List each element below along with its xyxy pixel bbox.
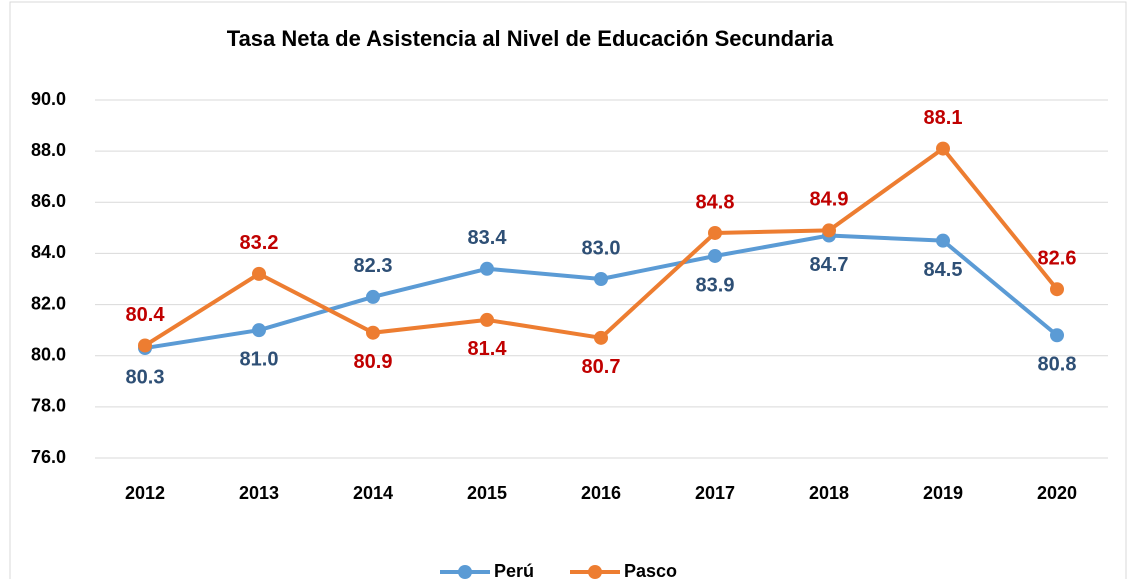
x-tick-label: 2018 [809,483,849,503]
x-tick-label: 2012 [125,483,165,503]
y-tick-label: 84.0 [31,242,66,262]
data-label: 88.1 [924,107,963,129]
data-point [594,330,608,345]
data-point [366,325,380,340]
data-point [708,248,722,263]
legend-marker [588,565,602,579]
chart-border [9,1,1127,579]
y-tick-label: 82.0 [31,293,66,313]
y-tick-label: 76.0 [31,447,66,467]
x-tick-label: 2014 [353,483,393,503]
data-label: 83.4 [468,227,508,249]
legend-marker [458,565,472,579]
data-label: 84.9 [810,189,849,211]
data-point [480,312,494,327]
data-point [138,338,152,353]
data-label: 82.6 [1038,248,1077,270]
data-label: 82.3 [354,255,393,277]
x-tick-label: 2017 [695,483,735,503]
data-point [252,323,266,338]
data-label: 80.4 [126,304,166,326]
data-label: 80.9 [354,351,393,373]
y-tick-label: 88.0 [31,140,66,160]
y-tick-label: 78.0 [31,396,66,416]
data-label: 83.2 [240,232,279,254]
data-point [822,223,836,238]
data-label: 83.9 [696,274,735,296]
data-label: 81.4 [468,338,508,360]
x-tick-label: 2020 [1037,483,1077,503]
chart-title: Tasa Neta de Asistencia al Nivel de Educ… [227,26,834,51]
data-label: 83.0 [582,237,621,259]
data-point [936,233,950,248]
x-tick-label: 2015 [467,483,507,503]
data-point [480,261,494,276]
x-tick-label: 2013 [239,483,279,503]
data-point [1050,282,1064,297]
data-label: 81.0 [240,348,279,370]
data-point [594,272,608,286]
data-label: 80.7 [582,356,621,378]
y-tick-label: 90.0 [31,89,66,109]
data-point [708,225,722,240]
legend-label: Perú [494,561,534,579]
data-label: 80.3 [126,366,165,388]
data-label: 84.8 [696,191,735,213]
x-tick-label: 2016 [581,483,621,503]
x-tick-label: 2019 [923,483,963,503]
data-point [1050,328,1064,343]
data-label: 84.7 [810,254,849,276]
data-point [366,289,380,304]
legend-label: Pasco [624,561,677,579]
data-label: 84.5 [924,259,963,281]
data-point [252,266,266,281]
data-label: 80.8 [1038,354,1077,376]
data-point [936,141,950,156]
y-tick-label: 80.0 [31,344,66,364]
y-tick-label: 86.0 [31,191,66,211]
